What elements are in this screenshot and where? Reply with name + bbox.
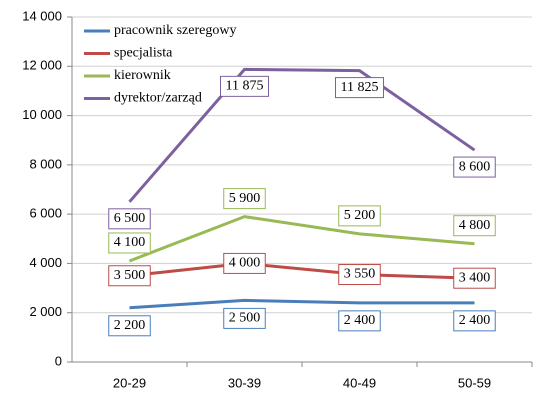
value-label: 11 825 [341, 80, 379, 95]
value-label-box [223, 252, 266, 274]
y-tick-label: 12 000 [22, 58, 62, 73]
value-label-box [453, 267, 496, 289]
y-tick-label: 10 000 [22, 107, 62, 122]
legend-label: pracownik szeregowy [114, 23, 236, 38]
y-tick-label: 6 000 [29, 206, 62, 221]
series-line [128, 67, 476, 203]
legend-label: dyrektor/zarząd [114, 91, 202, 106]
value-label: 5 900 [229, 191, 261, 206]
value-label: 4 800 [459, 218, 491, 233]
value-label: 4 000 [229, 256, 261, 271]
value-label-box [223, 188, 266, 210]
x-tick-label: 20-29 [113, 375, 146, 390]
value-label: 2 400 [344, 313, 376, 328]
y-tick-label: 0 [55, 353, 62, 368]
y-tick-label: 14 000 [22, 8, 62, 23]
value-label: 11 875 [226, 79, 264, 94]
value-label: 2 400 [459, 313, 491, 328]
legend-label: kierownik [114, 68, 171, 83]
value-label: 8 600 [459, 159, 491, 174]
x-tick-label: 40-49 [343, 375, 376, 390]
value-label: 2 200 [114, 318, 146, 333]
value-label: 3 400 [459, 270, 491, 285]
legend-label: specjalista [114, 46, 173, 61]
value-label-box [453, 215, 496, 237]
value-label-box [108, 265, 151, 287]
value-label-box [108, 232, 151, 254]
value-label: 3 550 [344, 267, 376, 282]
x-tick-label: 30-39 [228, 375, 261, 390]
value-label: 6 500 [114, 211, 146, 226]
series-line [128, 215, 475, 263]
value-label-box [220, 75, 269, 97]
value-label-box [108, 315, 151, 337]
value-label-box [338, 310, 381, 332]
y-tick-label: 8 000 [29, 156, 62, 171]
value-label-box [223, 307, 266, 329]
value-label: 4 100 [114, 235, 146, 250]
y-tick-label: 2 000 [29, 304, 62, 319]
value-label-box [338, 264, 381, 286]
value-label: 5 200 [344, 208, 376, 223]
value-label: 2 500 [229, 311, 261, 326]
value-label-box [453, 310, 496, 332]
series-line [129, 261, 475, 280]
y-tick-label: 4 000 [29, 255, 62, 270]
x-tick-label: 50-59 [458, 375, 491, 390]
value-label-box [453, 156, 496, 178]
value-label-box [338, 205, 381, 227]
value-label-box [108, 208, 151, 230]
value-label-box [335, 77, 384, 99]
series-line [129, 298, 475, 310]
value-label: 3 500 [114, 268, 146, 283]
